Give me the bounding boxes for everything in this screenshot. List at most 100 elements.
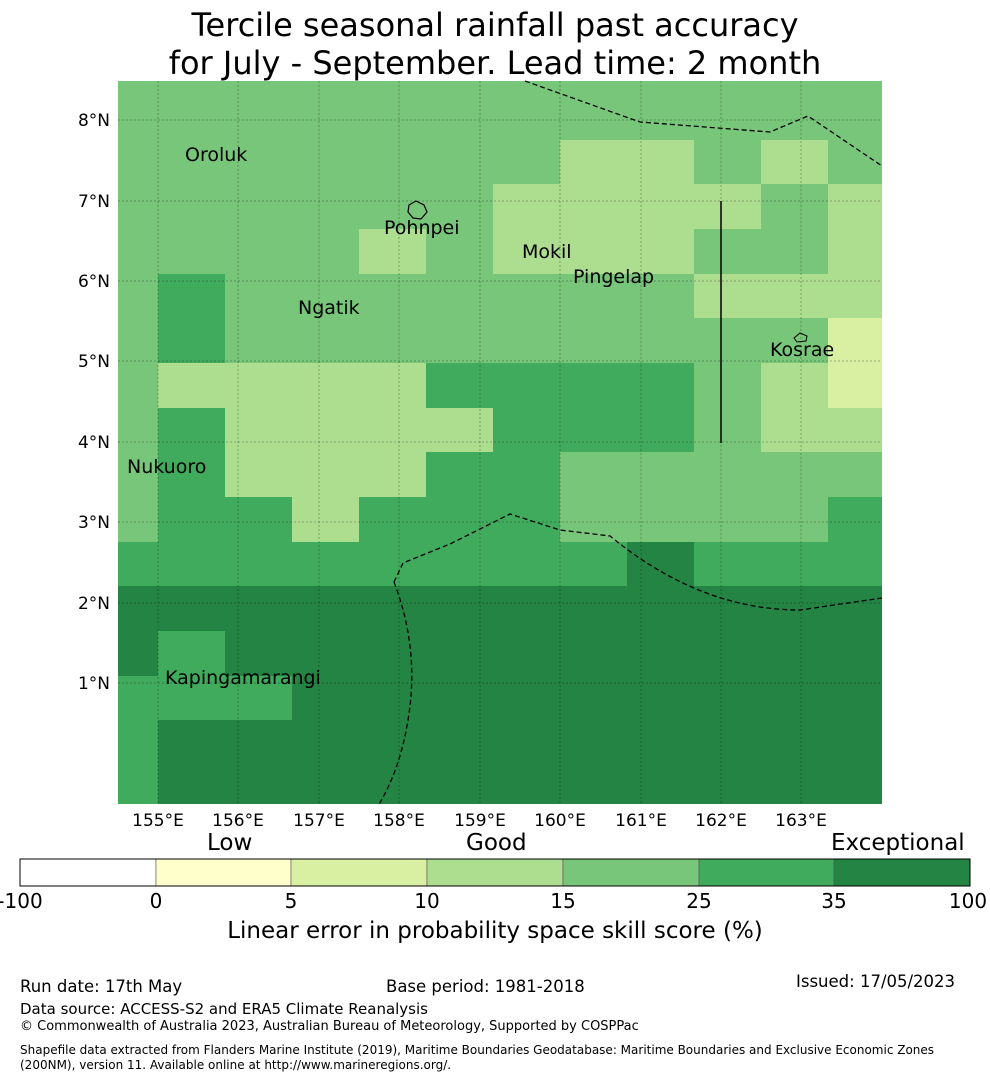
skill-cell <box>359 229 426 274</box>
skill-cell <box>560 586 627 631</box>
colorbar-tick: 100 <box>948 889 988 913</box>
skill-cell <box>225 586 292 631</box>
skill-cell <box>761 140 828 184</box>
place-label-pingelap: Pingelap <box>573 266 654 288</box>
skill-cell <box>694 452 761 497</box>
skill-cell <box>158 229 225 274</box>
run-date: Run date: 17th May <box>20 977 183 996</box>
skill-cell <box>118 542 158 586</box>
colorbar-segment-lightgreen <box>426 858 564 887</box>
skill-cell <box>426 542 493 586</box>
skill-cell <box>158 676 225 720</box>
colorbar-segment-green <box>698 858 835 887</box>
skill-cell <box>828 452 882 497</box>
skill-cell <box>158 452 225 497</box>
skill-cell <box>225 631 292 676</box>
lon-label: 155°E <box>132 811 184 830</box>
skill-cell <box>560 140 627 184</box>
colorbar-tick: 25 <box>686 889 712 913</box>
skill-cell <box>828 542 882 586</box>
graticule <box>118 81 882 804</box>
skill-cell <box>292 452 359 497</box>
skill-cell <box>828 81 882 140</box>
skill-cell <box>118 229 158 274</box>
skill-cell <box>118 363 158 408</box>
place-label-pohnpei: Pohnpei <box>384 217 460 239</box>
lat-label: 6°N <box>78 272 110 292</box>
skill-cell <box>627 452 694 497</box>
skill-cell <box>359 452 426 497</box>
lat-label: 8°N <box>78 111 110 131</box>
skill-cell <box>560 81 627 140</box>
skill-cell <box>828 497 882 542</box>
lon-label: 156°E <box>212 811 264 830</box>
skill-cell <box>627 586 694 631</box>
skill-cell <box>118 720 158 804</box>
skill-grid <box>118 81 882 804</box>
skill-cell <box>828 363 882 408</box>
skill-cell <box>694 720 761 804</box>
skill-cell <box>828 229 882 274</box>
skill-cell <box>828 274 882 318</box>
skill-cell <box>560 720 627 804</box>
lon-label: 162°E <box>695 811 747 830</box>
skill-cell <box>627 140 694 184</box>
skill-cell <box>225 229 292 274</box>
skill-cell <box>694 184 761 229</box>
skill-cell <box>118 676 158 720</box>
skill-cell <box>828 408 882 452</box>
skill-cell <box>158 81 225 140</box>
lon-label: 158°E <box>373 811 425 830</box>
skill-cell <box>118 408 158 452</box>
skill-cell <box>694 542 761 586</box>
skill-cell <box>627 631 694 676</box>
skill-cell <box>292 497 359 542</box>
skill-cell <box>694 676 761 720</box>
map-title-line-2: for July - September. Lead time: 2 month <box>168 44 822 82</box>
longitude-labels: 155°E 156°E 157°E 158°E 159°E 160°E 161°… <box>132 811 827 830</box>
skill-cell <box>118 274 158 318</box>
skill-cell <box>761 497 828 542</box>
skill-cell <box>359 408 426 452</box>
skill-cell <box>694 586 761 631</box>
skill-cell <box>426 363 493 408</box>
place-label-oroluk: Oroluk <box>185 144 247 166</box>
issued-date: Issued: 17/05/2023 <box>796 972 956 991</box>
skill-cell <box>828 720 882 804</box>
data-source: Data source: ACCESS-S2 and ERA5 Climate … <box>20 1000 428 1018</box>
skill-cell <box>426 497 493 542</box>
skill-cell <box>225 318 292 363</box>
skill-cell <box>158 363 225 408</box>
skill-cell <box>359 318 426 363</box>
colorbar-segment-white <box>19 858 157 887</box>
place-label-ngatik: Ngatik <box>298 297 360 319</box>
skill-cell <box>118 497 158 542</box>
skill-cell <box>493 229 560 274</box>
skill-cell <box>426 318 493 363</box>
skill-cell <box>118 184 158 229</box>
skill-cell <box>627 720 694 804</box>
skill-cell <box>627 81 694 140</box>
skill-cell <box>694 363 761 408</box>
skill-cell <box>828 318 882 363</box>
skill-cell <box>761 184 828 229</box>
skill-cell <box>627 363 694 408</box>
place-label-nukuoro: Nukuoro <box>127 456 206 478</box>
skill-cell <box>158 318 225 363</box>
skill-cell <box>225 274 292 318</box>
skill-cell <box>761 363 828 408</box>
lat-label: 7°N <box>78 192 110 212</box>
skill-cell <box>225 184 292 229</box>
colorbar-tick: 15 <box>550 889 576 913</box>
skill-cell <box>426 274 493 318</box>
skill-cell <box>493 631 560 676</box>
skill-cell <box>118 586 158 631</box>
skill-cell <box>118 631 158 676</box>
skill-cell <box>225 363 292 408</box>
skill-cell <box>627 542 694 586</box>
skill-cell <box>493 586 560 631</box>
colorbar-word-low: Low <box>207 830 253 856</box>
skill-cell <box>158 586 225 631</box>
colorbar-segment-midgreen <box>562 858 700 887</box>
skill-cell <box>761 229 828 274</box>
